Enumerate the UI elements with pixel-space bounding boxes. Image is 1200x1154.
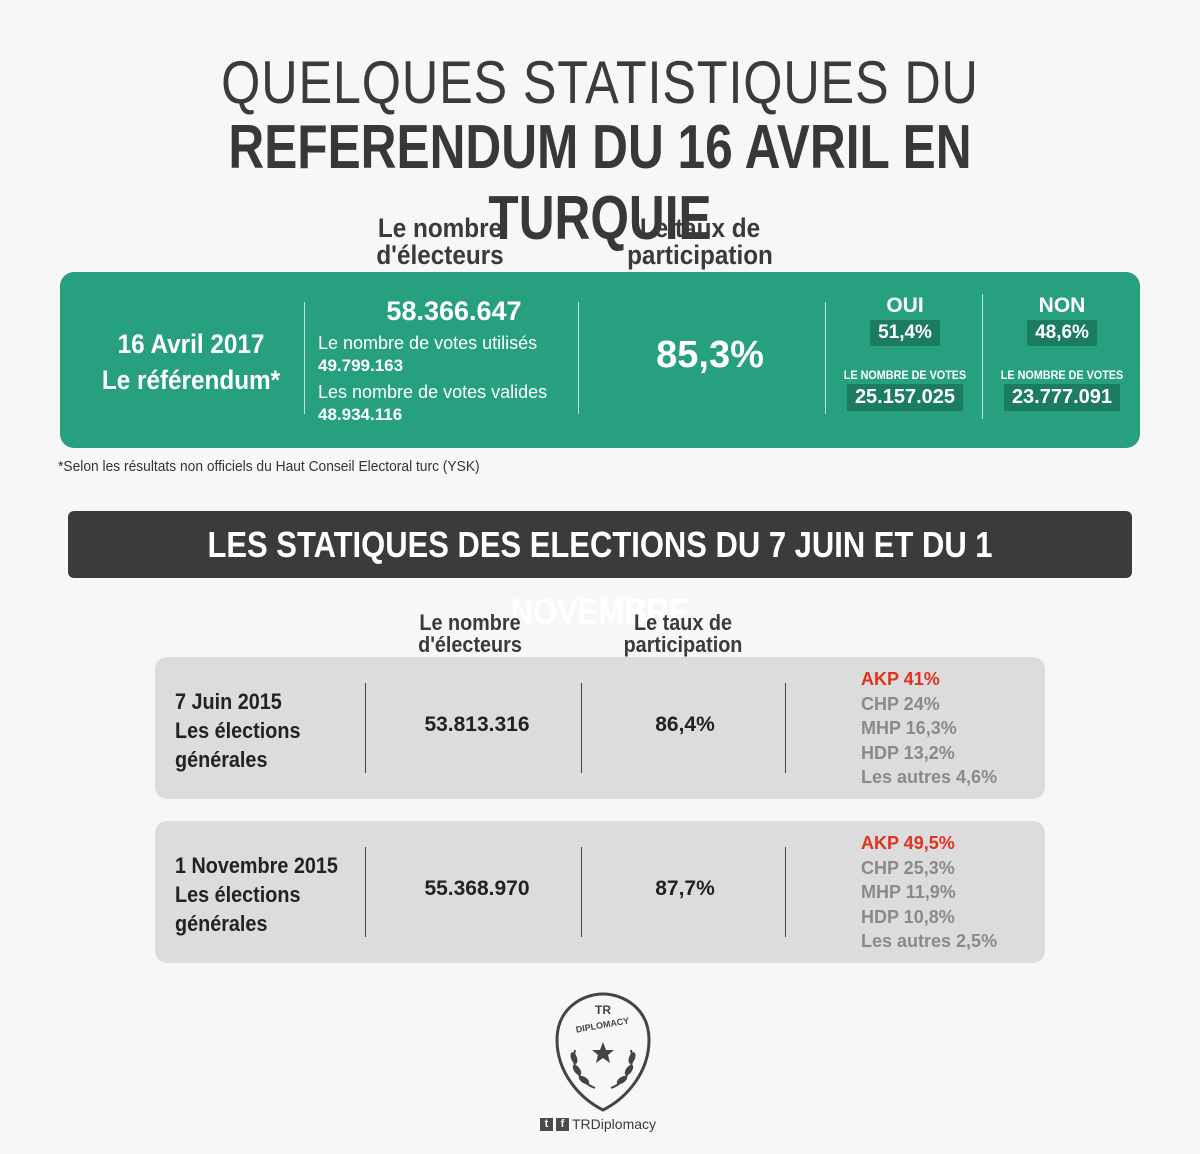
election-voters: 53.813.316 [424, 713, 530, 736]
twitter-icon: t [540, 1117, 553, 1131]
footnote: *Selon les résultats non officiels du Ha… [58, 458, 480, 475]
elections-rate-header: Le taux de participation [623, 610, 743, 657]
logo-text-tr: TR [595, 1003, 611, 1017]
no-pct: 48,6% [1027, 320, 1097, 346]
election-panel-june: 7 Juin 2015 Les élections générales 53.8… [155, 657, 1045, 799]
divider [365, 847, 366, 937]
divider [581, 683, 582, 773]
divider [825, 302, 826, 414]
referendum-participation: 85,3% [656, 334, 764, 376]
party-result-chp: CHP 25,3% [861, 857, 955, 878]
party-result-others: Les autres 2,5% [861, 931, 998, 951]
party-result-hdp: HDP 10,8% [861, 906, 955, 927]
elections-voters-header: Le nombre d'électeurs [418, 610, 522, 657]
shield-logo-icon: TR DIPLOMACY [555, 992, 651, 1112]
section-title-bar: LES STATIQUES DES ELECTIONS DU 7 JUIN ET… [68, 511, 1132, 632]
party-result-akp: AKP 41% [861, 669, 940, 689]
election-panel-november: 1 Novembre 2015 Les élections générales … [155, 821, 1045, 963]
election-voters: 55.368.970 [424, 877, 530, 900]
used-votes-label: Le nombre de votes utilisés [318, 333, 538, 353]
divider [785, 683, 786, 773]
party-result-akp: AKP 49,5% [861, 833, 955, 853]
title-line-1: QUELQUES STATISTIQUES DU [221, 49, 979, 116]
yes-column: OUI 51,4% LE NOMBRE DE VOTES 25.157.025 [830, 294, 980, 411]
election-date: 1 Novembre 2015 Les élections générales [175, 853, 338, 936]
referendum-date: 16 Avril 2017 Le référendum* [101, 329, 281, 395]
title-line-2: REFERENDUM DU 16 AVRIL EN TURQUIE [228, 113, 972, 253]
divider [578, 302, 579, 414]
party-result-chp: CHP 24% [861, 693, 940, 714]
party-results: AKP 41% CHP 24% MHP 16,3% HDP 13,2% Les … [861, 667, 997, 790]
used-votes-value: 49.799.163 [318, 356, 404, 375]
yes-count: 25.157.025 [846, 384, 964, 411]
yes-label: OUI [886, 294, 924, 317]
divider [982, 294, 983, 419]
no-count: 23.777.091 [1003, 384, 1121, 411]
no-column: NON 48,6% LE NOMBRE DE VOTES 23.777.091 [987, 294, 1137, 411]
party-result-others: Les autres 4,6% [861, 767, 998, 787]
referendum-voters: 58.366.647 Le nombre de votes utilisés 4… [318, 296, 590, 425]
divider [365, 683, 366, 773]
election-participation: 86,4% [655, 713, 715, 736]
party-results: AKP 49,5% CHP 25,3% MHP 11,9% HDP 10,8% … [861, 831, 997, 954]
no-label: NON [1038, 294, 1086, 317]
facebook-icon: f [556, 1117, 569, 1131]
no-count-label: LE NOMBRE DE VOTES [1000, 368, 1124, 382]
valid-votes-value: 48.934.116 [318, 405, 403, 424]
divider [785, 847, 786, 937]
voters-count: 58.366.647 [386, 296, 522, 326]
section-title: LES STATIQUES DES ELECTIONS DU 7 JUIN ET… [207, 524, 993, 632]
valid-votes-label: Les nombre de votes valides [318, 382, 548, 402]
election-participation: 87,7% [655, 877, 715, 900]
party-result-mhp: MHP 16,3% [861, 718, 957, 738]
divider [304, 302, 305, 414]
social-handle-text: TRDiplomacy [572, 1116, 657, 1132]
party-result-mhp: MHP 11,9% [861, 882, 956, 902]
yes-count-label: LE NOMBRE DE VOTES [843, 368, 967, 382]
ref-rate-header: Le taux de participation [627, 213, 773, 270]
referendum-panel: 16 Avril 2017 Le référendum* 58.366.647 … [60, 272, 1140, 448]
ref-voters-header: Le nombre d'électeurs [376, 213, 504, 270]
party-result-hdp: HDP 13,2% [861, 742, 955, 763]
election-date: 7 Juin 2015 Les élections générales [175, 689, 301, 772]
logo-text-diplomacy: DIPLOMACY [575, 1015, 630, 1034]
social-handle: t f TRDiplomacy [540, 1116, 670, 1132]
divider [581, 847, 582, 937]
yes-pct: 51,4% [870, 320, 940, 346]
tr-diplomacy-logo: TR DIPLOMACY [553, 990, 653, 1115]
